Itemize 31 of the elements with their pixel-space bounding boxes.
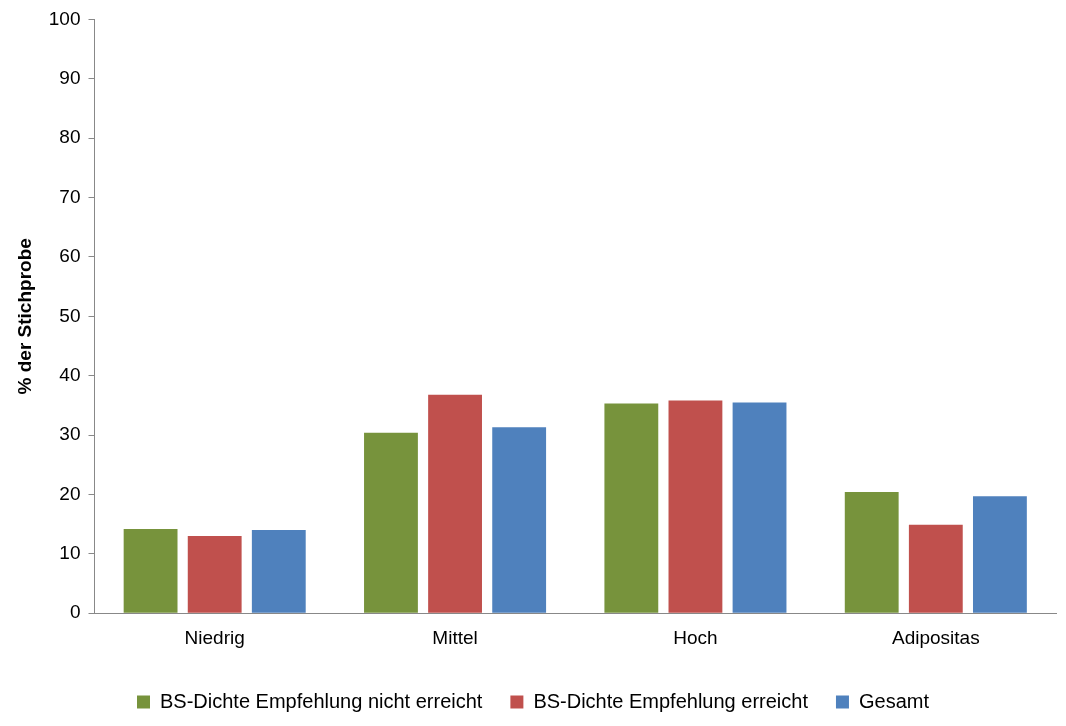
y-tick-label: 70	[59, 185, 81, 207]
bar	[187, 536, 242, 613]
legend-label: BS-Dichte Empfehlung nicht erreicht	[160, 689, 483, 712]
x-tick-label: Niedrig	[184, 626, 245, 648]
bar	[251, 530, 306, 613]
y-tick-label: 30	[59, 423, 81, 445]
legend-label: BS-Dichte Empfehlung erreicht	[533, 689, 809, 712]
y-axis-title: % der Stichprobe	[13, 238, 35, 395]
bar	[844, 492, 899, 613]
y-tick-label: 0	[69, 601, 81, 623]
bar	[604, 403, 659, 613]
bar	[492, 427, 547, 613]
x-tick-label: Adipositas	[891, 626, 980, 648]
x-tick-label: Mittel	[432, 626, 478, 648]
bar	[732, 402, 787, 613]
bar	[972, 496, 1027, 613]
y-tick-label: 20	[59, 482, 81, 504]
bar	[668, 400, 723, 613]
y-tick-label: 90	[59, 67, 81, 89]
bar	[364, 432, 418, 613]
y-tick-label: 10	[59, 542, 81, 564]
y-tick-label: 80	[59, 126, 81, 148]
y-tick-label: 50	[59, 304, 81, 326]
y-tick-label: 100	[48, 7, 81, 29]
y-tick-label: 40	[59, 363, 81, 385]
bar	[123, 528, 178, 613]
x-tick-label: Hoch	[673, 626, 718, 648]
legend-label: Gesamt	[858, 689, 930, 712]
bar	[428, 394, 482, 613]
y-tick-label: 60	[59, 245, 81, 267]
bar	[908, 524, 963, 613]
